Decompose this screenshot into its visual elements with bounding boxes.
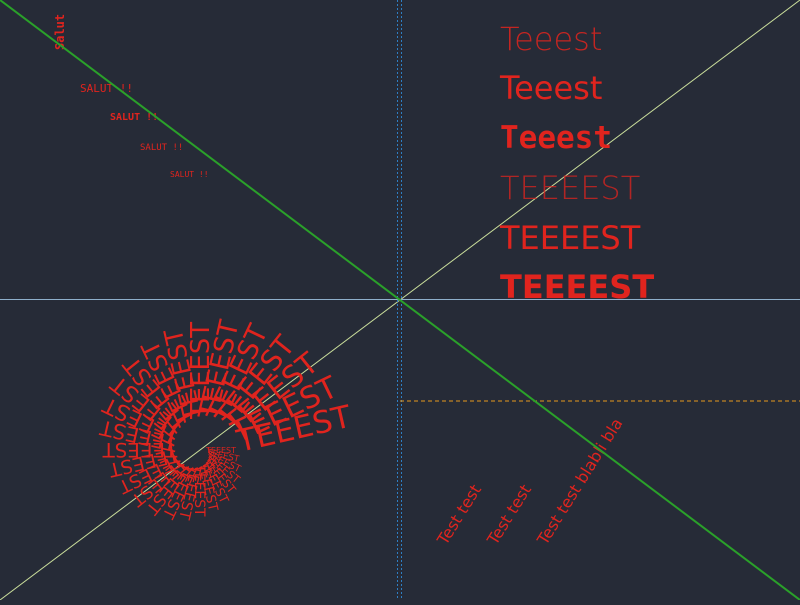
teeest-line-light: Teeest xyxy=(500,20,602,58)
salut-line-3: SALUT !! xyxy=(140,143,183,153)
teeest-line-bold: Teeest xyxy=(500,120,612,156)
teeeeest-line-regular: TEEEEST xyxy=(499,219,641,257)
teeest-line-regular: Teeest xyxy=(499,69,602,107)
teeeeest-line-bold: TEEEEST xyxy=(500,268,654,306)
salut-line-4: SALUT !! xyxy=(170,170,209,179)
teeeeest-line-light: TEEEEST xyxy=(500,169,640,207)
